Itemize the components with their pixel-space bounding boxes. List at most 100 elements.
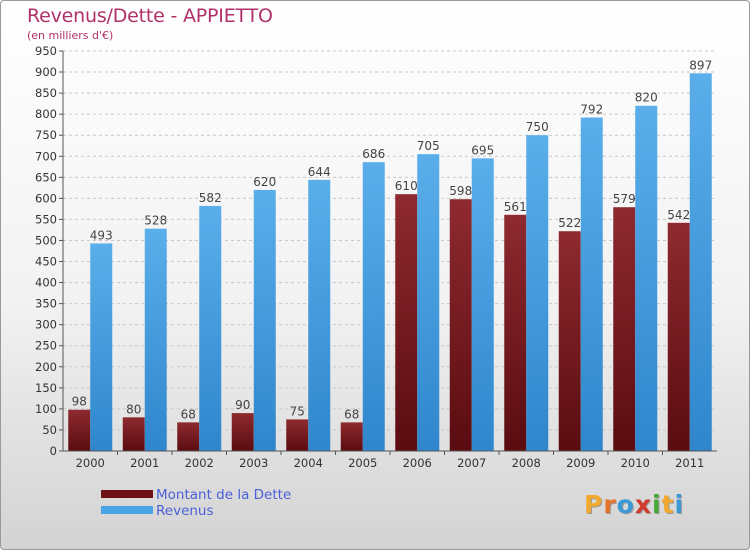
data-label-revenus: 582	[199, 191, 222, 205]
x-tick-label: 2002	[185, 456, 214, 470]
data-label-dette: 522	[558, 216, 581, 230]
y-tick-label: 800	[35, 107, 57, 121]
y-tick-label: 500	[35, 233, 57, 247]
logo-letter: t	[661, 490, 675, 519]
bar-dette	[122, 417, 145, 451]
y-tick-label: 450	[35, 255, 57, 269]
y-tick-label: 300	[35, 318, 57, 332]
bar-dette	[395, 194, 418, 451]
y-tick-label: 550	[35, 212, 57, 226]
y-tick-label: 50	[42, 423, 57, 437]
legend-label-revenus: Revenus	[156, 503, 214, 519]
bar-revenus	[526, 135, 549, 452]
logo-letter: o	[616, 490, 635, 519]
bar-revenus	[144, 228, 167, 451]
bars	[68, 73, 712, 452]
bar-dette	[504, 214, 527, 451]
data-label-dette: 561	[504, 200, 527, 214]
x-tick-label: 2003	[239, 456, 268, 470]
logo-letter: i	[674, 490, 685, 519]
y-tick-label: 350	[35, 297, 57, 311]
chart-title: Revenus/Dette - APPIETTO	[27, 5, 273, 27]
y-tick-label: 850	[35, 86, 57, 100]
logo-letter: i	[652, 490, 662, 519]
data-label-revenus: 792	[580, 103, 603, 117]
x-tick-label: 2010	[621, 456, 650, 470]
y-tick-label: 700	[35, 149, 57, 163]
bar-revenus	[471, 158, 494, 452]
bar-dette	[68, 409, 91, 451]
data-label-dette: 68	[181, 407, 196, 421]
y-tick-label: 950	[35, 44, 57, 58]
y-tick-label: 400	[35, 276, 57, 290]
y-tick-label: 100	[35, 402, 57, 416]
x-tick-label: 2009	[566, 456, 595, 470]
x-tick-label: 2001	[130, 456, 159, 470]
bar-revenus	[308, 179, 331, 451]
data-label-revenus: 695	[471, 143, 494, 157]
y-tick-label: 250	[35, 339, 57, 353]
y-tick-label: 200	[35, 360, 57, 374]
data-label-revenus: 820	[635, 91, 658, 105]
bar-dette	[667, 222, 690, 451]
bar-revenus	[199, 205, 222, 451]
y-tick-label: 900	[35, 65, 57, 79]
y-tick-label: 750	[35, 128, 57, 142]
x-tick-label: 2000	[76, 456, 105, 470]
logo-letter: r	[603, 490, 617, 519]
bar-dette	[449, 199, 472, 451]
legend-swatch-revenus	[101, 506, 153, 514]
legend-swatch-dette	[101, 490, 153, 498]
data-label-dette: 80	[126, 402, 141, 416]
y-tick-label: 0	[50, 444, 57, 458]
x-tick-label: 2011	[675, 456, 704, 470]
bar-dette	[177, 422, 200, 451]
data-label-dette: 579	[613, 192, 636, 206]
x-tick-label: 2007	[457, 456, 486, 470]
bar-dette	[558, 231, 581, 451]
bar-revenus	[417, 154, 440, 451]
logo-letter: x	[634, 490, 652, 519]
x-tick-label: 2004	[294, 456, 323, 470]
data-label-revenus: 644	[308, 165, 331, 179]
data-label-revenus: 705	[417, 139, 440, 153]
data-label-dette: 598	[449, 184, 472, 198]
data-label-revenus: 528	[144, 214, 167, 228]
data-label-dette: 98	[72, 395, 87, 409]
y-tick-label: 150	[35, 381, 57, 395]
x-tick-label: 2006	[403, 456, 432, 470]
data-label-revenus: 493	[90, 228, 113, 242]
chart-subtitle: (en milliers d'€)	[27, 29, 114, 42]
data-label-dette: 68	[344, 407, 359, 421]
data-label-dette: 75	[290, 404, 305, 418]
value-labels: 98 493 80 528 68 582 90 620 75 644 68 686 610 705 598 6…	[72, 58, 713, 421]
logo-letter: P	[584, 490, 604, 519]
bar-revenus	[362, 162, 385, 451]
data-label-dette: 90	[235, 398, 250, 412]
data-label-revenus: 750	[526, 120, 549, 134]
data-label-dette: 610	[395, 179, 418, 193]
bar-revenus	[689, 73, 712, 451]
y-tick-label: 650	[35, 170, 57, 184]
bar-revenus	[580, 117, 603, 452]
x-tick-label: 2008	[512, 456, 541, 470]
bar-revenus	[635, 105, 658, 451]
proxiti-logo: Proxiti	[584, 490, 684, 519]
bar-dette	[231, 413, 254, 451]
data-label-revenus: 620	[253, 175, 276, 189]
y-tick-label: 600	[35, 191, 57, 205]
x-tick-label: 2005	[348, 456, 377, 470]
bar-revenus	[90, 243, 113, 451]
gridlines	[63, 50, 717, 431]
bar-revenus	[253, 189, 276, 451]
bar-dette	[340, 422, 363, 451]
data-label-revenus: 897	[689, 58, 712, 72]
bar-dette	[613, 207, 636, 451]
data-label-dette: 542	[667, 208, 690, 222]
axes: 0 50 100 150 200 250 300 350 400 450 500 550 600 650 7…	[35, 44, 717, 470]
legend-label-dette: Montant de la Dette	[156, 487, 292, 503]
data-label-revenus: 686	[362, 147, 385, 161]
bar-dette	[286, 419, 309, 451]
